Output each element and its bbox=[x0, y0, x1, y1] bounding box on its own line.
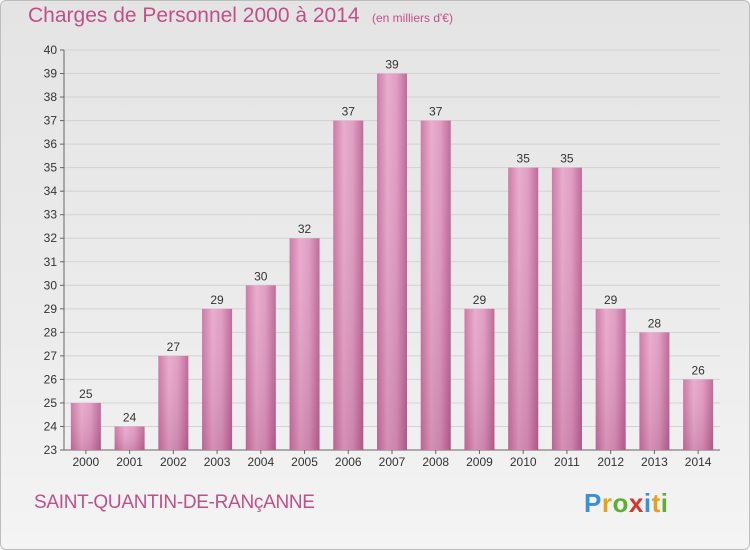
logo-letter: o bbox=[612, 488, 629, 518]
data-label: 29 bbox=[473, 293, 487, 307]
data-label: 35 bbox=[517, 152, 531, 166]
bar-shade bbox=[683, 379, 714, 450]
x-tick-label: 2012 bbox=[597, 455, 624, 469]
x-tick-label: 2010 bbox=[510, 455, 537, 469]
bar-shade bbox=[114, 426, 145, 450]
x-tick-labels: 2000 2001 2002 2003 2004 2005 2006 2007 2008 2009… bbox=[73, 455, 712, 469]
data-label: 37 bbox=[429, 105, 443, 119]
commune-name: SAINT-QUANTIN-DE-RANçANNE bbox=[34, 492, 315, 513]
data-label: 25 bbox=[79, 387, 93, 401]
bar-shade bbox=[464, 308, 495, 450]
logo-letter: t bbox=[651, 488, 661, 518]
y-tick-label: 27 bbox=[44, 349, 58, 363]
x-tick-label: 2014 bbox=[685, 455, 712, 469]
y-tick-label: 29 bbox=[44, 302, 58, 316]
bar-shade bbox=[158, 355, 189, 450]
x-tick-label: 2007 bbox=[379, 455, 406, 469]
bar-shade bbox=[595, 308, 626, 450]
chart-title: Charges de Personnel 2000 à 2014 bbox=[28, 4, 360, 27]
x-tick-label: 2002 bbox=[160, 455, 187, 469]
y-tick-label: 33 bbox=[44, 208, 58, 222]
bar-shade bbox=[333, 120, 364, 451]
x-tick-label: 2009 bbox=[466, 455, 493, 469]
bar-shade bbox=[202, 308, 233, 450]
data-label: 26 bbox=[691, 363, 705, 377]
y-tick-label: 24 bbox=[44, 419, 58, 433]
x-tick-label: 2001 bbox=[116, 455, 143, 469]
x-tick-label: 2013 bbox=[641, 455, 668, 469]
x-tick-label: 2006 bbox=[335, 455, 362, 469]
data-label: 29 bbox=[604, 293, 618, 307]
data-label: 30 bbox=[254, 269, 268, 283]
data-label: 27 bbox=[167, 340, 181, 354]
y-tick-label: 23 bbox=[44, 443, 58, 457]
data-label: 24 bbox=[123, 410, 137, 424]
logo-letter: i bbox=[643, 488, 652, 518]
y-tick-label: 28 bbox=[44, 325, 58, 339]
bar-shade bbox=[508, 167, 539, 450]
y-tick-labels: 23 24 25 26 27 28 29 30 31 32 33 34 35 36 37 38 39 40 bbox=[44, 43, 58, 457]
logo-letter: x bbox=[628, 488, 644, 518]
y-tick-label: 39 bbox=[44, 67, 58, 81]
bar-shade bbox=[70, 402, 101, 450]
chart-subtitle: (en milliers d'€) bbox=[372, 11, 453, 25]
data-label: 39 bbox=[385, 58, 399, 72]
x-tick-label: 2003 bbox=[204, 455, 231, 469]
logo-letter: P bbox=[584, 488, 602, 518]
data-label: 37 bbox=[342, 105, 356, 119]
x-tick-label: 2011 bbox=[554, 455, 580, 469]
y-tick-label: 38 bbox=[44, 90, 58, 104]
logo-letter: i bbox=[660, 488, 669, 518]
x-tick-label: 2000 bbox=[73, 455, 100, 469]
y-tick-label: 26 bbox=[44, 372, 58, 386]
bar-shade bbox=[639, 332, 670, 450]
data-label: 32 bbox=[298, 222, 312, 236]
bar-shade bbox=[245, 285, 276, 450]
bar-shade bbox=[377, 73, 407, 450]
y-tick-label: 31 bbox=[44, 255, 58, 269]
y-tick-label: 25 bbox=[44, 396, 58, 410]
bars bbox=[70, 73, 714, 451]
x-tick-label: 2004 bbox=[247, 455, 274, 469]
y-tick-label: 35 bbox=[44, 161, 58, 175]
y-tick-label: 37 bbox=[44, 114, 58, 128]
data-label: 29 bbox=[210, 293, 224, 307]
y-tick-label: 36 bbox=[44, 137, 58, 151]
x-tick-label: 2005 bbox=[291, 455, 318, 469]
bar-shade bbox=[289, 238, 320, 450]
bar-shade bbox=[551, 167, 582, 450]
logo-letter: r bbox=[601, 488, 613, 518]
y-tick-label: 34 bbox=[44, 184, 58, 198]
y-tick-label: 32 bbox=[44, 231, 58, 245]
proxiti-logo: Proxiti bbox=[584, 488, 668, 519]
y-tick-label: 40 bbox=[44, 43, 58, 57]
data-label: 28 bbox=[648, 316, 662, 330]
data-label: 35 bbox=[560, 152, 574, 166]
y-tick-label: 30 bbox=[44, 278, 58, 292]
bar-shade bbox=[420, 120, 451, 451]
data-labels: 25 24 27 29 30 32 37 39 37 29 35 35 29 28 26 bbox=[79, 58, 705, 425]
x-tick-label: 2008 bbox=[422, 455, 449, 469]
